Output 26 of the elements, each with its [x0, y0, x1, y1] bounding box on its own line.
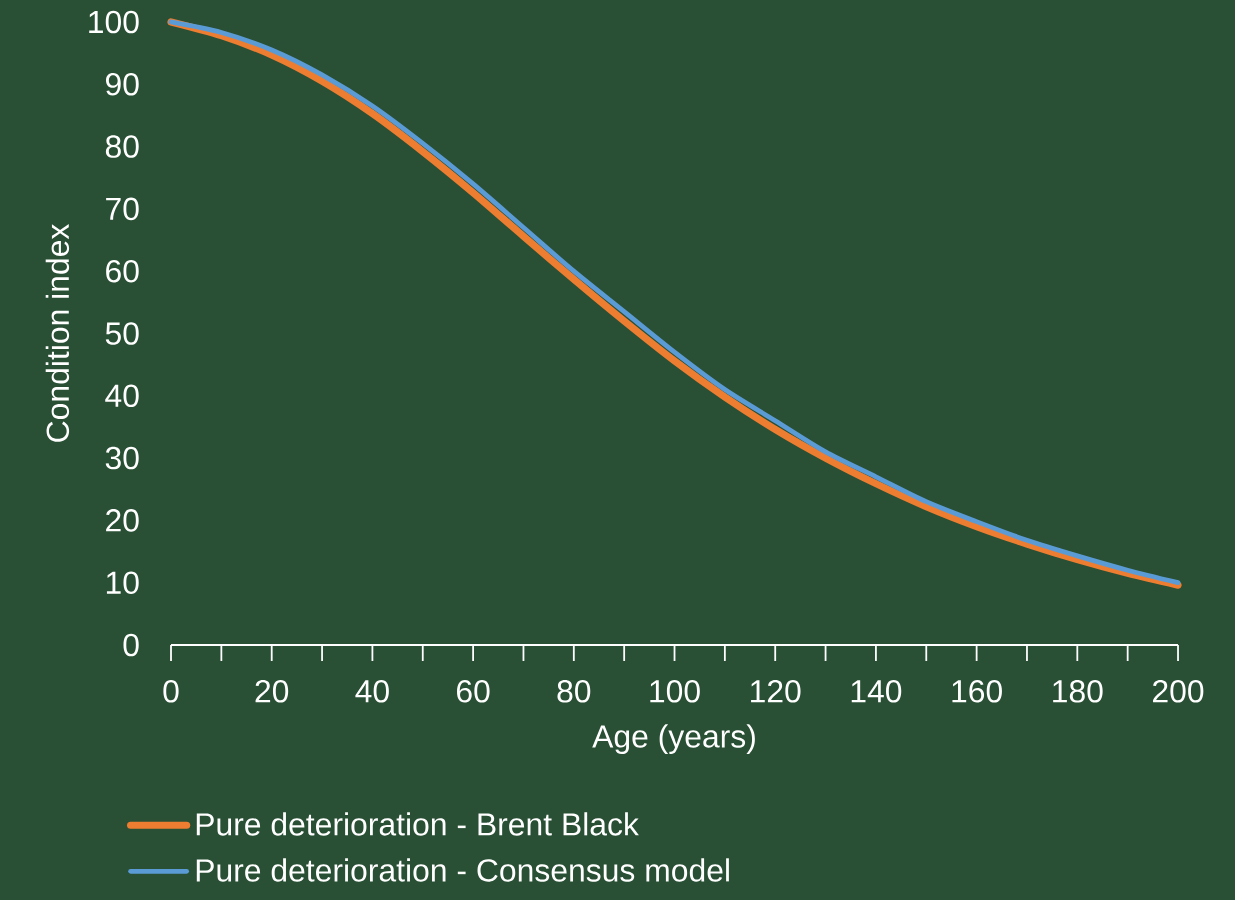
- y-tick-label: 20: [106, 509, 139, 532]
- y-tick-label: 80: [105, 135, 139, 158]
- y-axis-title: Condition index: [45, 224, 70, 442]
- y-tick-label: 30: [105, 446, 139, 470]
- x-tick-label: 120: [751, 680, 801, 703]
- y-tick-label: 60: [106, 259, 139, 283]
- x-tick-label: 80: [557, 680, 591, 703]
- y-tick-label: 0: [123, 633, 139, 657]
- legend-label: Pure deterioration - Brent Black: [196, 812, 639, 836]
- x-axis-title: Age (years): [592, 724, 755, 754]
- x-tick-label: 200: [1153, 680, 1204, 703]
- x-tick-label: 140: [851, 680, 902, 703]
- x-tick-label: 100: [650, 680, 700, 703]
- x-tick-label: 180: [1053, 680, 1103, 703]
- y-tick-label: 100: [89, 10, 139, 34]
- x-tick-label: 0: [163, 680, 179, 703]
- y-tick-label: 10: [106, 571, 139, 594]
- x-tick-label: 160: [952, 680, 1002, 703]
- x-tick-label: 40: [355, 680, 389, 703]
- y-tick-label: 90: [106, 73, 139, 96]
- y-tick-label: 70: [106, 197, 139, 221]
- x-tick-label: 60: [457, 680, 490, 703]
- x-tick-label: 20: [255, 680, 289, 703]
- y-tick-label: 40: [105, 384, 139, 408]
- y-tick-label: 50: [105, 322, 139, 345]
- legend-label: Pure deterioration - Consensus model: [196, 858, 729, 882]
